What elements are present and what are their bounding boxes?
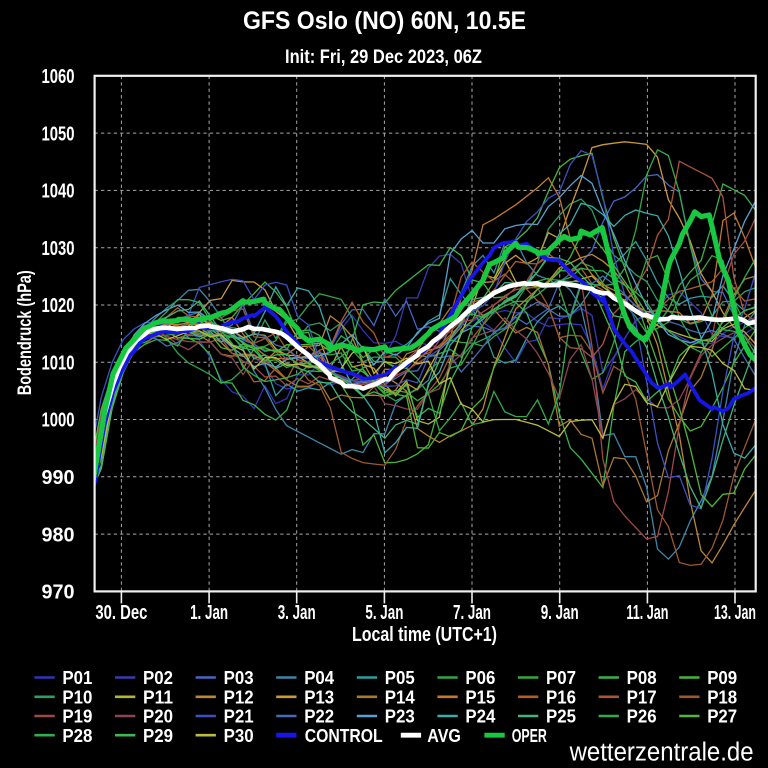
svg-text:990: 990 — [42, 467, 75, 489]
svg-text:P29: P29 — [143, 726, 173, 746]
svg-text:1000: 1000 — [42, 410, 75, 432]
svg-text:1040: 1040 — [42, 181, 75, 203]
svg-text:P27: P27 — [707, 707, 737, 727]
svg-text:P22: P22 — [304, 707, 334, 727]
svg-text:Bodendruck (hPa): Bodendruck (hPa) — [14, 270, 36, 395]
svg-text:P02: P02 — [143, 668, 173, 688]
svg-text:P01: P01 — [62, 668, 92, 688]
svg-text:P08: P08 — [627, 668, 657, 688]
svg-text:wetterzentrale.de: wetterzentrale.de — [569, 739, 754, 767]
svg-text:AVG: AVG — [427, 726, 461, 746]
svg-text:P14: P14 — [385, 687, 415, 707]
svg-text:P19: P19 — [62, 707, 92, 727]
svg-text:9. Jan: 9. Jan — [541, 602, 579, 624]
svg-text:P11: P11 — [143, 687, 173, 707]
svg-text:P13: P13 — [304, 687, 334, 707]
svg-text:13. Jan: 13. Jan — [714, 602, 756, 624]
svg-text:P28: P28 — [62, 726, 92, 746]
svg-text:11. Jan: 11. Jan — [626, 602, 668, 624]
svg-text:P25: P25 — [546, 707, 576, 727]
svg-text:Local time (UTC+1): Local time (UTC+1) — [352, 624, 497, 646]
svg-text:1060: 1060 — [42, 66, 75, 88]
svg-text:P15: P15 — [465, 687, 495, 707]
svg-text:1010: 1010 — [42, 352, 75, 374]
svg-text:7. Jan: 7. Jan — [453, 602, 491, 624]
svg-text:3. Jan: 3. Jan — [278, 602, 316, 624]
svg-text:1020: 1020 — [42, 295, 75, 317]
svg-text:Init: Fri, 29 Dec 2023, 06Z: Init: Fri, 29 Dec 2023, 06Z — [285, 47, 482, 68]
svg-text:P03: P03 — [224, 668, 254, 688]
svg-text:1050: 1050 — [42, 123, 75, 145]
svg-text:P18: P18 — [707, 687, 737, 707]
svg-text:P24: P24 — [465, 707, 495, 727]
svg-text:980: 980 — [42, 524, 75, 546]
svg-text:OPER: OPER — [512, 726, 547, 746]
svg-text:P16: P16 — [546, 687, 576, 707]
svg-text:P09: P09 — [707, 668, 737, 688]
svg-text:P21: P21 — [224, 707, 254, 727]
svg-text:P06: P06 — [465, 668, 495, 688]
svg-text:P30: P30 — [224, 726, 254, 746]
svg-text:1. Jan: 1. Jan — [190, 602, 228, 624]
svg-text:970: 970 — [42, 582, 75, 604]
svg-text:P26: P26 — [627, 707, 657, 727]
svg-text:P07: P07 — [546, 668, 576, 688]
svg-text:30. Dec: 30. Dec — [95, 602, 147, 624]
svg-text:P23: P23 — [385, 707, 415, 727]
svg-text:P17: P17 — [627, 687, 657, 707]
svg-text:5. Jan: 5. Jan — [365, 602, 403, 624]
svg-text:P20: P20 — [143, 707, 173, 727]
svg-text:P04: P04 — [304, 668, 334, 688]
svg-text:GFS Oslo (NO) 60N, 10.5E: GFS Oslo (NO) 60N, 10.5E — [243, 7, 526, 35]
svg-text:1030: 1030 — [42, 238, 75, 260]
svg-text:CONTROL: CONTROL — [305, 726, 383, 746]
svg-text:P05: P05 — [385, 668, 415, 688]
svg-text:P10: P10 — [62, 687, 92, 707]
svg-text:P12: P12 — [224, 687, 254, 707]
